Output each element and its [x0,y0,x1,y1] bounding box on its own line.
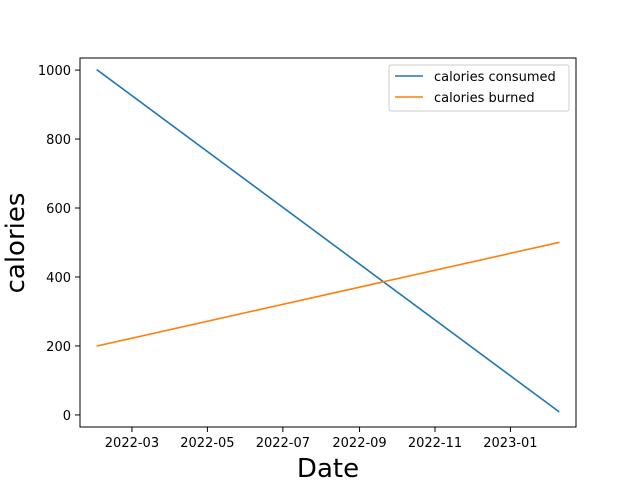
y-tick-label: 600 [46,202,71,217]
series-line-1 [96,68,560,413]
x-axis: 2022-03 2022-05 2022-07 2022-09 2022-11 2023-… [105,427,538,451]
legend: calories consumed calories burned [388,64,570,112]
plot-frame [79,57,577,428]
y-axis: 0 200 400 600 800 1000 [38,64,80,424]
y-tick-label: 1000 [38,64,71,79]
y-tick-label: 200 [46,340,71,355]
x-tick-label: 2022-03 [105,436,159,451]
y-tick-label: 800 [46,133,71,148]
series-layer [96,68,560,413]
x-tick-label: 2022-05 [180,436,234,451]
x-axis-label: Date [297,454,359,480]
series-line-2 [96,241,560,347]
y-tick-label: 0 [63,409,71,424]
legend-box [388,64,570,112]
legend-label-1: calories consumed [434,70,556,85]
x-tick-label: 2022-09 [332,436,386,451]
y-axis-label: calories [1,193,31,294]
x-tick-label: 2023-01 [483,436,537,451]
x-tick-label: 2022-11 [408,436,462,451]
x-tick-label: 2022-07 [256,436,310,451]
legend-label-2: calories burned [434,91,535,106]
y-tick-label: 400 [46,271,71,286]
